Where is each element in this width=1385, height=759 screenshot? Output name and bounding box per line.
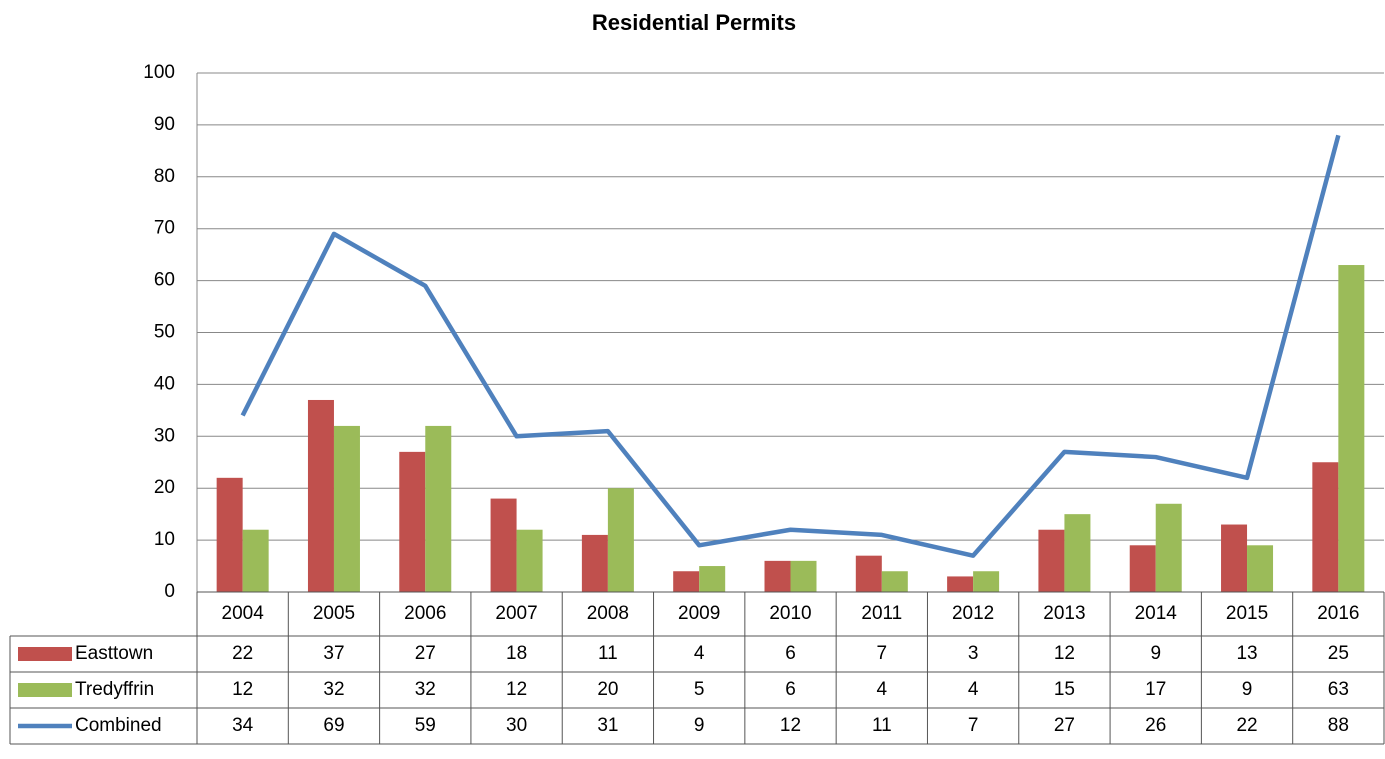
legend-label: Combined [75, 715, 162, 736]
bar [1038, 529, 1065, 592]
chart-title: Residential Permits [592, 10, 796, 35]
table-value: 31 [597, 715, 618, 736]
table-value: 4 [694, 643, 705, 664]
bar [790, 560, 817, 592]
bar [333, 425, 360, 592]
table-value: 22 [1236, 715, 1257, 736]
y-tick-label: 10 [154, 529, 175, 550]
table-value: 12 [506, 679, 527, 700]
table-value: 59 [415, 715, 436, 736]
x-tick-label: 2012 [952, 603, 994, 624]
table-value: 13 [1236, 643, 1257, 664]
x-tick-label: 2011 [861, 603, 902, 624]
table-value: 7 [877, 643, 888, 664]
y-tick-label: 80 [154, 166, 175, 187]
table-value: 32 [415, 679, 436, 700]
y-tick-label: 50 [154, 322, 175, 343]
bar [581, 534, 608, 592]
table-value: 6 [785, 679, 796, 700]
y-tick-label: 60 [154, 270, 175, 291]
bar [973, 571, 1000, 592]
bar [1221, 524, 1248, 592]
table-value: 9 [694, 715, 705, 736]
bar [1338, 265, 1365, 592]
table-value: 27 [415, 643, 436, 664]
bar [855, 555, 882, 592]
x-tick-label: 2009 [678, 603, 720, 624]
y-tick-label: 40 [154, 373, 175, 394]
table-value: 9 [1150, 643, 1161, 664]
table-value: 22 [232, 643, 253, 664]
table-value: 32 [323, 679, 344, 700]
legend-key [18, 683, 72, 697]
x-tick-label: 2005 [313, 603, 355, 624]
x-tick-label: 2004 [222, 603, 265, 624]
y-tick-label: 30 [154, 425, 175, 446]
bar [1129, 545, 1156, 592]
x-tick-label: 2013 [1043, 603, 1085, 624]
table-value: 3 [968, 643, 979, 664]
bar [516, 529, 543, 592]
bar [399, 451, 426, 592]
table-value: 7 [968, 715, 979, 736]
bar [307, 399, 334, 592]
bar [1247, 545, 1274, 592]
bar [216, 477, 243, 592]
line [240, 134, 1341, 558]
table-value: 9 [1242, 679, 1253, 700]
bar [1155, 503, 1182, 592]
bar [1312, 462, 1339, 592]
x-tick-label: 2016 [1317, 603, 1359, 624]
x-tick-label: 2010 [769, 603, 811, 624]
legend-label: Tredyffrin [75, 679, 154, 700]
x-tick-label: 2006 [404, 603, 446, 624]
table-value: 63 [1328, 679, 1349, 700]
bar [607, 488, 634, 592]
table-value: 11 [872, 715, 892, 736]
bar [490, 498, 517, 592]
table-value: 25 [1328, 643, 1349, 664]
y-tick-label: 20 [154, 477, 175, 498]
legend-label: Easttown [75, 643, 153, 664]
bar [673, 571, 700, 592]
table-value: 12 [780, 715, 801, 736]
bar [947, 576, 974, 592]
table-value: 17 [1145, 679, 1166, 700]
table-value: 37 [323, 643, 344, 664]
table-value: 5 [694, 679, 705, 700]
y-tick-label: 0 [164, 581, 175, 602]
x-tick-label: 2007 [495, 603, 537, 624]
table-value: 4 [877, 679, 888, 700]
x-tick-label: 2014 [1135, 603, 1178, 624]
bar [764, 560, 791, 592]
table-value: 26 [1145, 715, 1166, 736]
table-value: 34 [232, 715, 254, 736]
table-value: 11 [598, 643, 618, 664]
table-value: 20 [597, 679, 618, 700]
bar [699, 566, 726, 592]
table-value: 69 [323, 715, 344, 736]
table-value: 15 [1054, 679, 1075, 700]
table-value: 6 [785, 643, 796, 664]
table-value: 12 [1054, 643, 1075, 664]
x-tick-label: 2008 [587, 603, 629, 624]
bar [881, 571, 908, 592]
table-value: 12 [232, 679, 253, 700]
bar [425, 425, 452, 592]
table-value: 88 [1328, 715, 1349, 736]
table-value: 30 [506, 715, 527, 736]
table-value: 18 [506, 643, 527, 664]
table-value: 27 [1054, 715, 1075, 736]
x-tick-label: 2015 [1226, 603, 1268, 624]
bar [1064, 514, 1091, 592]
legend-key [18, 647, 72, 661]
bar [242, 529, 269, 592]
y-tick-label: 70 [154, 218, 175, 239]
table-value: 4 [968, 679, 979, 700]
y-tick-label: 100 [143, 62, 175, 83]
y-tick-label: 90 [154, 114, 175, 135]
